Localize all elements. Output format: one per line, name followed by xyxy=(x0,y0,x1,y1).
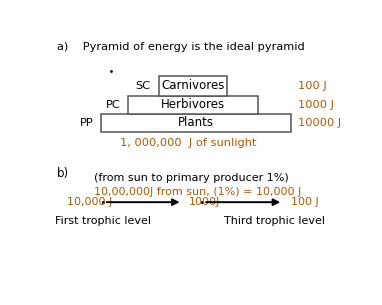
FancyBboxPatch shape xyxy=(101,114,291,132)
Text: 1, 000,000  J of sunlight: 1, 000,000 J of sunlight xyxy=(120,138,257,148)
Text: 10,00,000J from sun, (1%) = 10,000 J: 10,00,000J from sun, (1%) = 10,000 J xyxy=(94,187,301,197)
Text: Third trophic level: Third trophic level xyxy=(224,216,325,226)
Text: Carnivores: Carnivores xyxy=(161,79,225,92)
Text: 10000 J: 10000 J xyxy=(298,118,341,128)
Text: PC: PC xyxy=(105,100,120,110)
Text: PP: PP xyxy=(80,118,94,128)
Text: 100 J: 100 J xyxy=(298,81,327,91)
Text: 10,000 J: 10,000 J xyxy=(67,197,112,207)
FancyBboxPatch shape xyxy=(128,96,258,114)
Text: b): b) xyxy=(57,167,69,180)
FancyBboxPatch shape xyxy=(159,76,227,95)
Text: First trophic level: First trophic level xyxy=(55,216,151,226)
Text: Herbivores: Herbivores xyxy=(161,98,225,111)
Text: 1000 J: 1000 J xyxy=(298,100,334,110)
Text: a)    Pyramid of energy is the ideal pyramid: a) Pyramid of energy is the ideal pyrami… xyxy=(57,42,304,52)
Text: 1000J: 1000J xyxy=(188,197,220,207)
Text: 100 J: 100 J xyxy=(290,197,318,207)
Text: SC: SC xyxy=(135,81,150,91)
Text: (from sun to primary producer 1%): (from sun to primary producer 1%) xyxy=(94,173,288,183)
Text: Plants: Plants xyxy=(178,117,214,129)
